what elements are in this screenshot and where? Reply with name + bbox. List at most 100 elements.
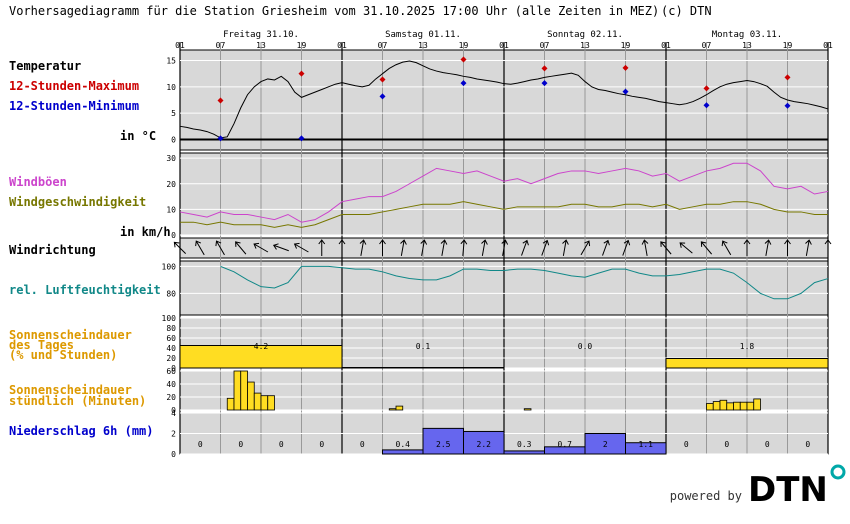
wind-arrow <box>805 239 812 256</box>
label-windspeed: Windgeschwindigkeit <box>9 195 146 209</box>
hourly-sun-bar <box>253 392 262 411</box>
y-tick-label: 15 <box>166 57 176 66</box>
hourly-sun-bar <box>753 398 761 411</box>
hour-tick-label: 07 <box>702 41 712 50</box>
hourly-sun-bar <box>233 370 242 411</box>
wind-arrow <box>359 239 367 256</box>
precip-label: 0 <box>238 440 243 449</box>
wind-arrow-shape <box>562 239 569 256</box>
max-marker <box>784 74 791 81</box>
min-marker <box>703 102 710 109</box>
hour-tick-label: 13 <box>742 41 752 50</box>
wind-arrow <box>679 242 693 254</box>
wind-arrow-shape <box>173 241 187 255</box>
hourly-sun-bar <box>260 395 269 411</box>
hourly-sun-bar <box>706 403 714 411</box>
wind-arrow <box>235 241 247 255</box>
hourly-sun-bar <box>247 381 255 411</box>
max-marker <box>622 64 629 71</box>
gust-line <box>179 162 829 223</box>
wind-arrow-shape <box>622 239 631 256</box>
wind-arrow-shape <box>805 239 812 256</box>
precip-bar <box>382 449 424 455</box>
day-label-mon: Montag 03.11. <box>712 30 782 40</box>
hourly-sun-bar <box>719 399 728 411</box>
y-tick-label: 0 <box>171 406 176 415</box>
y-tick-label: 4 <box>171 409 176 418</box>
min-marker <box>622 88 629 95</box>
wind-arrow <box>824 239 832 256</box>
wind-arrow-shape <box>460 239 468 257</box>
hourly-sun-bar <box>240 370 248 411</box>
wind-arrow-shape <box>660 241 672 255</box>
min-marker <box>379 93 386 100</box>
wind-arrow-shape <box>338 239 346 256</box>
hourly-sun-bar <box>726 402 734 411</box>
daily-sun-bar <box>179 345 343 369</box>
wind-arrow <box>521 239 529 256</box>
wind-arrow-shape <box>764 239 772 256</box>
wind-arrow <box>173 241 187 255</box>
wind-arrow-shape <box>359 239 367 256</box>
hourly-sun-bar <box>733 401 741 411</box>
y-tick-label: 20 <box>166 180 176 189</box>
label-sun-day-1: Sonnenscheindauer <box>9 328 132 342</box>
precip-label: 0 <box>765 440 770 449</box>
hourly-sun-bar <box>388 408 397 411</box>
precip-bar <box>463 430 505 455</box>
y-tick-label: 60 <box>166 367 176 376</box>
hour-tick-label: 19 <box>621 41 631 50</box>
precip-label: 0.4 <box>396 440 411 449</box>
label-humidity: rel. Luftfeuchtigkeit <box>9 283 161 297</box>
wind-arrow <box>562 239 569 256</box>
precip-label: 0 <box>279 440 284 449</box>
hourly-sun-bar <box>395 405 404 411</box>
y-tick-label: 80 <box>166 289 176 298</box>
daily-sun-label: 0.1 <box>416 342 431 351</box>
wind-arrow-shape <box>580 240 591 256</box>
wind-arrows <box>173 239 832 257</box>
precip-label: 0.7 <box>558 440 573 449</box>
wind-arrow-shape <box>521 239 529 256</box>
dtn-logo: DTN <box>748 470 828 510</box>
wind-arrow <box>318 239 326 256</box>
wind-arrow <box>215 240 225 256</box>
precip-label: 1.1 <box>639 440 654 449</box>
wind-arrow-shape <box>379 239 386 256</box>
wind-arrow-shape <box>541 239 550 256</box>
label-winddir: Windrichtung <box>9 243 96 257</box>
wind-arrow <box>721 240 732 256</box>
y-tick-label: 5 <box>171 109 176 118</box>
label-precip: Niederschlag 6h (mm) <box>9 424 154 438</box>
y-tick-label: 20 <box>166 354 176 363</box>
wind-arrow-shape <box>743 239 751 256</box>
label-temperature: Temperatur <box>9 59 81 73</box>
day-label-sat: Samstag 01.11. <box>385 30 461 40</box>
windspeed-line <box>180 201 828 228</box>
wind-arrow-shape <box>641 239 649 256</box>
wind-arrow-shape <box>784 239 791 256</box>
precip-label: 0 <box>360 440 365 449</box>
max-marker <box>703 85 710 92</box>
wind-arrow <box>440 239 448 256</box>
precip-label: 0 <box>684 440 689 449</box>
hourly-sun-bar <box>712 401 721 411</box>
label-unit-kmh: in km/h <box>120 225 171 239</box>
daily-sun-bar <box>665 358 829 369</box>
hour-tick-label: 01 <box>175 41 185 50</box>
hourly-sun-bar <box>739 401 748 411</box>
wind-arrow-shape <box>420 239 428 256</box>
wind-arrow-shape <box>602 239 610 256</box>
humidity-layer <box>220 265 829 300</box>
hour-tick-label: 13 <box>418 41 428 50</box>
hour-tick-label: 07 <box>540 41 550 50</box>
wind-arrow-shape <box>272 243 289 252</box>
y-tick-label: 40 <box>166 380 176 389</box>
hour-tick-label: 01 <box>823 41 833 50</box>
day-label-sun: Sonntag 02.11. <box>547 30 623 40</box>
y-tick-label: 100 <box>162 314 177 323</box>
wind-arrow <box>743 239 751 256</box>
y-tick-label: 0 <box>171 231 176 240</box>
